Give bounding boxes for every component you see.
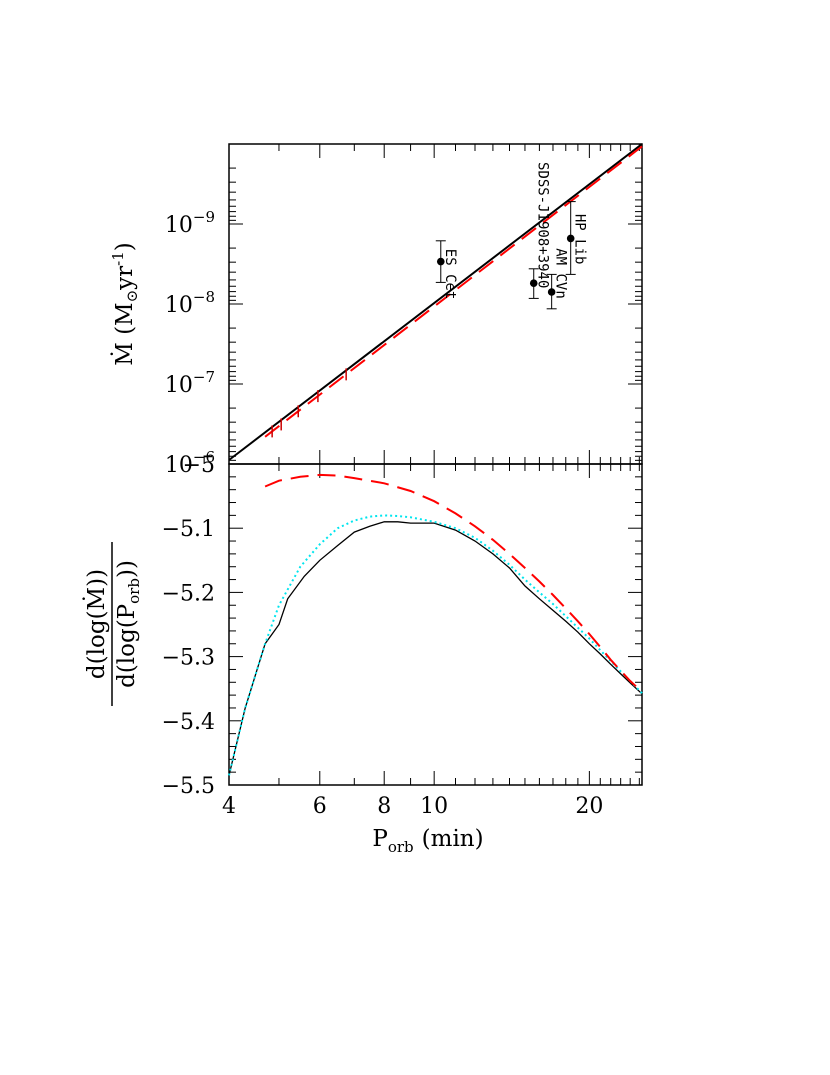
y-tick-label: 10−7 xyxy=(165,368,215,398)
y-tick-label: −5.1 xyxy=(162,517,215,542)
y-tick-label-base: 10 xyxy=(165,293,193,318)
y-tick-label-exp: −9 xyxy=(193,208,215,226)
tick-marks xyxy=(228,143,642,786)
tick-labels: 4 6 8 10 2010−610−710−810−9−5.5−5.4−5.3−5.2−… xyxy=(162,208,604,819)
ylabel-tail: yr xyxy=(112,266,138,291)
ylabel-exp: -1 xyxy=(109,251,127,266)
ylabel-close: ) xyxy=(112,242,138,251)
bottom-panel-frame xyxy=(228,463,643,786)
ylabel-den-b: )) xyxy=(114,560,140,578)
ylabel-main: Ṁ (M xyxy=(111,302,138,365)
source-label: HP Lib xyxy=(572,214,588,265)
y-tick-label-exp: −6 xyxy=(193,448,215,466)
source-label: ES Cet xyxy=(442,249,458,300)
ylabel-den-sub: orb xyxy=(125,578,143,604)
x-tick-label: 8 xyxy=(377,794,391,819)
ylabel-num-dot: Ṁ xyxy=(83,587,110,611)
top-y-axis-label: Ṁ (M⊙yr-1) xyxy=(109,242,141,366)
y-tick-label: −5.2 xyxy=(162,581,215,606)
y-tick-label: −5.3 xyxy=(162,646,215,671)
x-tick-label: 20 xyxy=(575,794,603,819)
x-tick-label: 6 xyxy=(313,794,327,819)
y-tick-label: −5.4 xyxy=(162,710,215,735)
x-axis-label: Porb (min) xyxy=(372,826,483,856)
y-tick-label: 10−6 xyxy=(165,448,215,478)
y-tick-label-base: 10 xyxy=(165,453,193,478)
ylabel-num-a: d(log( xyxy=(84,610,110,679)
source-point xyxy=(566,234,575,243)
bottom-y-axis-label: d(log(Ṁ)) d(log(Porb)) xyxy=(83,542,143,706)
ylabel-sun: ⊙ xyxy=(123,290,141,303)
bottom-line-cyan xyxy=(228,514,643,776)
xlabel-tail: (min) xyxy=(422,826,484,852)
svg-text:d(log(Porb)): d(log(Porb)) xyxy=(114,560,143,688)
y-tick-label-exp: −8 xyxy=(193,288,215,306)
y-tick-label-base: 10 xyxy=(165,373,193,398)
source-label: SDSS-J1908+3940 xyxy=(535,162,551,288)
y-tick-label-base: 10 xyxy=(165,213,193,238)
x-tick-label: 4 xyxy=(222,794,236,819)
y-tick-label: −5 xyxy=(183,453,215,478)
source-point xyxy=(547,288,556,296)
bottom-line-black xyxy=(228,521,643,776)
y-tick-label: 10−9 xyxy=(165,208,215,238)
series-lines xyxy=(228,143,643,776)
ylabel-den-a: d(log(P xyxy=(114,604,140,688)
source-label: AM CVn xyxy=(553,248,569,299)
xlabel-main: P xyxy=(372,826,387,852)
top-line-model-black xyxy=(228,143,643,461)
ylabel-num-b: )) xyxy=(84,569,110,587)
svg-text:d(log(Ṁ)): d(log(Ṁ)) xyxy=(83,569,110,679)
y-tick-label-exp: −7 xyxy=(193,368,215,386)
y-tick-label: −5.5 xyxy=(162,774,215,799)
svg-text:Ṁ (M⊙yr-1): Ṁ (M⊙yr-1) xyxy=(109,242,141,366)
source-point xyxy=(529,279,538,288)
x-tick-label: 10 xyxy=(420,794,448,819)
source-point xyxy=(436,257,445,266)
xlabel-sub: orb xyxy=(388,838,414,856)
bottom-line-red-dashed xyxy=(264,473,643,693)
y-tick-label: 10−8 xyxy=(165,288,215,318)
